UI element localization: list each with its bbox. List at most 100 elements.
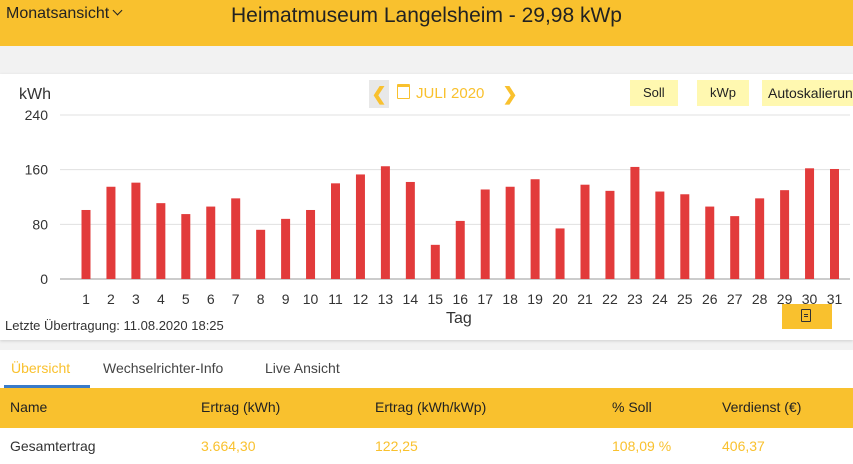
bar-day-10[interactable]	[306, 209, 316, 279]
header-yield-per-kwp: Ertrag (kWh/kWp)	[375, 399, 487, 415]
y-tick-label: 0	[40, 271, 48, 287]
bar-day-30[interactable]	[805, 168, 815, 279]
row-name: Gesamtertrag	[10, 438, 96, 454]
bar-day-29[interactable]	[780, 190, 790, 279]
x-tick-label: 19	[527, 291, 543, 307]
x-tick-label: 3	[132, 291, 140, 307]
y-tick-label: 80	[32, 216, 48, 232]
soll-button[interactable]: Soll	[630, 80, 678, 106]
last-transmission-status: Letzte Übertragung: 11.08.2020 18:25	[5, 318, 224, 333]
x-tick-label: 8	[257, 291, 265, 307]
bar-day-5[interactable]	[181, 214, 191, 279]
bar-day-14[interactable]	[405, 181, 415, 279]
x-tick-label: 14	[403, 291, 419, 307]
x-tick-label: 24	[652, 291, 668, 307]
next-month-button[interactable]: ❯	[500, 80, 520, 108]
x-tick-label: 20	[552, 291, 568, 307]
tab-inverter-info[interactable]: Wechselrichter-Info	[103, 360, 224, 376]
header-earnings: Verdienst (€)	[722, 399, 802, 415]
bar-day-28[interactable]	[755, 198, 765, 279]
bar-day-1[interactable]	[81, 209, 91, 279]
bar-day-22[interactable]	[605, 190, 615, 279]
bar-day-17[interactable]	[480, 189, 490, 279]
x-tick-label: 26	[702, 291, 718, 307]
bar-day-3[interactable]	[131, 182, 141, 279]
bar-day-12[interactable]	[355, 174, 365, 279]
row-percent-target: 108,09 %	[612, 438, 672, 454]
x-tick-label: 15	[428, 291, 444, 307]
table-header: Name Ertrag (kWh) Ertrag (kWh/kWp) % Sol…	[0, 388, 853, 428]
chevron-down-icon	[112, 5, 123, 16]
bar-day-13[interactable]	[380, 166, 390, 279]
bar-day-15[interactable]	[430, 244, 440, 279]
chart-card: 0 80 160 240 1 2 3 4 5 6 7 8 9 10 11 12 13 14 15 16 17 18 19 20…	[0, 74, 853, 340]
x-tick-label: 4	[157, 291, 165, 307]
x-axis-label: Tag	[446, 310, 472, 327]
x-tick-label: 31	[827, 291, 843, 307]
x-tick-label: 30	[802, 291, 818, 307]
header-name: Name	[10, 399, 48, 415]
x-tick-label: 13	[378, 291, 394, 307]
bar-day-6[interactable]	[206, 206, 216, 279]
summary-table: Name Ertrag (kWh) Ertrag (kWh/kWp) % Sol…	[0, 388, 853, 464]
bar-day-25[interactable]	[680, 194, 690, 279]
x-tick-label: 7	[232, 291, 240, 307]
autoscale-button[interactable]: Autoskalierung	[762, 80, 853, 106]
month-picker[interactable]: JULI 2020	[397, 80, 484, 108]
bar-day-8[interactable]	[256, 229, 266, 279]
bar-day-24[interactable]	[655, 191, 665, 279]
export-file-icon	[801, 309, 811, 322]
x-tick-label: 2	[107, 291, 115, 307]
bar-day-11[interactable]	[331, 183, 340, 279]
y-tick-label: 160	[25, 162, 49, 178]
bar-day-20[interactable]	[555, 228, 565, 279]
y-tick-label: 240	[25, 107, 49, 123]
row-yield-per-kwp: 122,25	[375, 438, 418, 454]
bar-day-9[interactable]	[281, 218, 291, 279]
x-tick-label: 17	[477, 291, 493, 307]
calendar-icon	[397, 84, 410, 99]
export-button[interactable]	[782, 304, 832, 329]
x-tick-label: 29	[777, 291, 793, 307]
prev-month-button[interactable]: ❮	[369, 80, 389, 108]
bar-day-16[interactable]	[455, 220, 465, 279]
bar-day-4[interactable]	[156, 203, 166, 279]
x-tick-label: 21	[577, 291, 593, 307]
page-title: Heimatmuseum Langelsheim - 29,98 kWp	[230, 4, 622, 27]
bar-day-19[interactable]	[530, 179, 540, 279]
x-tick-label: 16	[452, 291, 468, 307]
x-tick-label: 28	[752, 291, 768, 307]
chevron-left-icon: ❮	[371, 84, 387, 104]
chevron-right-icon: ❯	[502, 84, 518, 104]
view-selector-label: Monatsansicht	[6, 5, 110, 22]
x-tick-label: 22	[602, 291, 618, 307]
x-tick-label: 25	[677, 291, 693, 307]
x-tick-label: 18	[502, 291, 518, 307]
x-tick-label: 12	[353, 291, 369, 307]
header-yield: Ertrag (kWh)	[201, 399, 281, 415]
header-percent-target: % Soll	[612, 399, 652, 415]
x-tick-label: 1	[82, 291, 90, 307]
bar-day-31[interactable]	[830, 168, 839, 279]
bar-day-2[interactable]	[106, 186, 116, 279]
row-earnings: 406,37	[722, 438, 765, 454]
x-tick-label: 10	[303, 291, 319, 307]
tab-overview[interactable]: Übersicht	[11, 360, 71, 376]
bar-day-7[interactable]	[231, 198, 241, 279]
x-tick-label: 6	[207, 291, 215, 307]
tab-live-view[interactable]: Live Ansicht	[265, 360, 340, 376]
x-tick-label: 11	[328, 291, 343, 307]
x-tick-label: 27	[727, 291, 743, 307]
active-tab-indicator	[4, 385, 90, 388]
bar-day-26[interactable]	[705, 206, 715, 279]
x-tick-label: 5	[182, 291, 190, 307]
bar-day-23[interactable]	[630, 166, 640, 279]
bar-day-27[interactable]	[730, 216, 740, 279]
tab-bar: Übersicht Wechselrichter-Info Live Ansic…	[0, 350, 853, 388]
view-selector[interactable]: Monatsansicht	[6, 5, 123, 23]
kwp-button[interactable]: kWp	[697, 80, 749, 106]
month-label: JULI 2020	[416, 85, 485, 102]
bar-day-21[interactable]	[580, 184, 590, 279]
row-yield: 3.664,30	[201, 438, 256, 454]
bar-day-18[interactable]	[505, 186, 515, 279]
